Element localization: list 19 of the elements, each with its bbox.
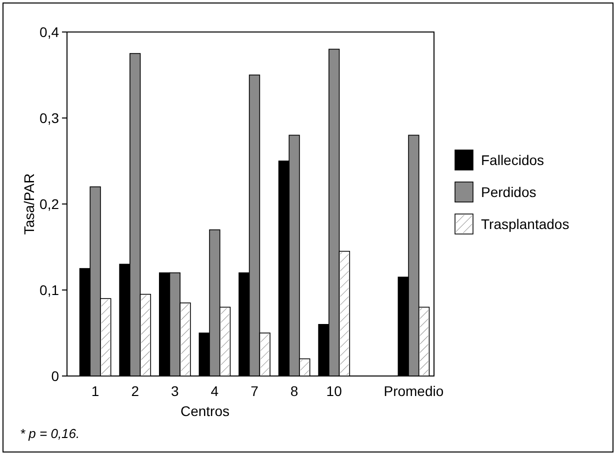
y-tick-label: 0,3 bbox=[40, 110, 60, 126]
x-tick-label: Promedio bbox=[384, 383, 444, 399]
x-tick-label: 10 bbox=[326, 383, 342, 399]
y-axis-title: Tasa/PAR bbox=[21, 173, 37, 235]
x-tick-label: 7 bbox=[250, 383, 259, 399]
x-tick-label: 1 bbox=[91, 383, 100, 399]
y-tick-label: 0,2 bbox=[40, 196, 60, 212]
x-tick-label: 4 bbox=[210, 383, 219, 399]
legend-label: Fallecidos bbox=[481, 152, 544, 168]
text: * p = 0,16. bbox=[20, 426, 80, 441]
x-tick-label: 2 bbox=[131, 383, 140, 399]
y-tick-label: 0 bbox=[51, 368, 60, 384]
x-tick-label: 3 bbox=[171, 383, 179, 399]
y-tick-label: 0,1 bbox=[40, 282, 60, 298]
legend-label: Trasplantados bbox=[481, 216, 570, 232]
y-tick-label: 0,4 bbox=[40, 24, 60, 40]
x-axis-title: Centros bbox=[180, 403, 230, 419]
x-tick-label: 8 bbox=[290, 383, 298, 399]
legend-label: Perdidos bbox=[481, 184, 536, 200]
